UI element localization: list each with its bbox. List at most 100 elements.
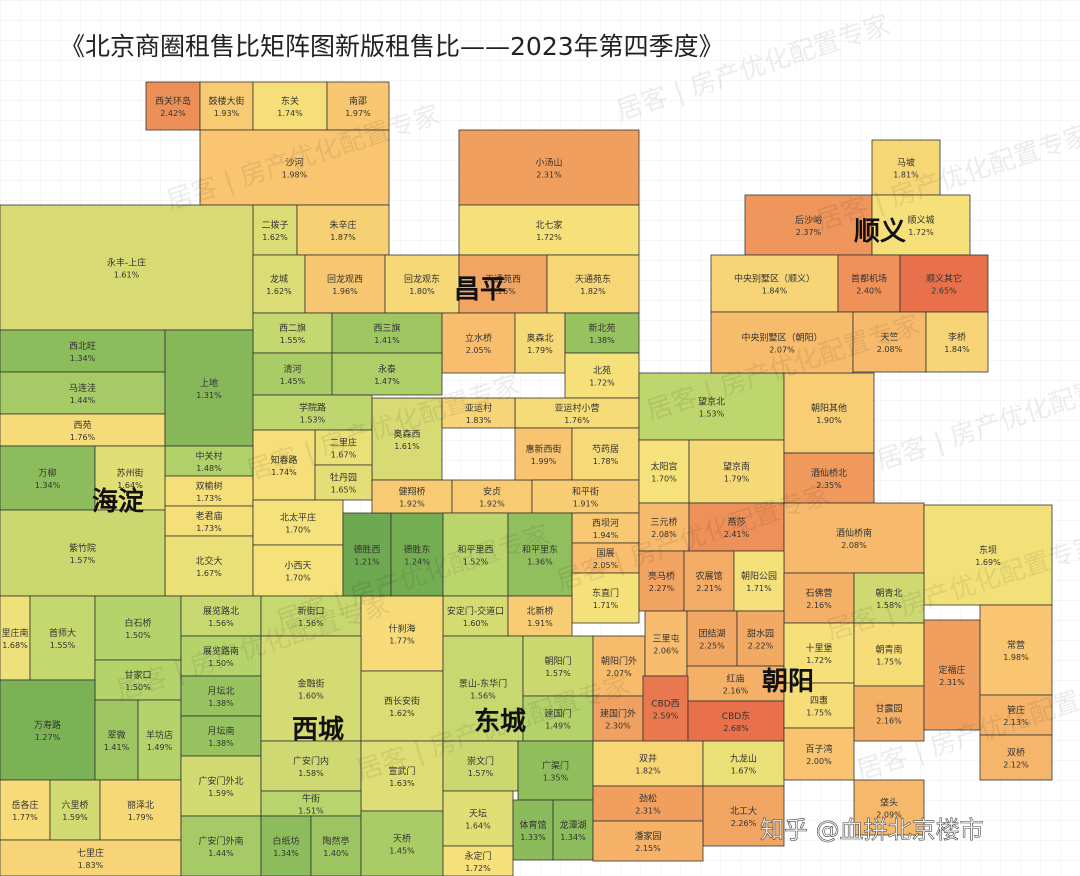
cell-ratio: 1.71%	[593, 601, 619, 610]
cell-name: 广安门外南	[198, 835, 243, 847]
cell	[592, 635, 646, 697]
cell	[852, 311, 927, 373]
cell-ratio: 1.69%	[975, 558, 1001, 567]
cell-ratio: 1.70%	[285, 526, 311, 535]
cell	[783, 452, 875, 504]
cell-name: 万柳	[38, 467, 56, 479]
cell	[871, 139, 941, 196]
cell	[0, 329, 166, 373]
cell-ratio: 2.31%	[939, 678, 965, 687]
cell-ratio: 2.05%	[466, 346, 492, 355]
cell	[180, 635, 262, 677]
cell	[342, 512, 392, 597]
cell-name: 十里堡	[805, 642, 832, 654]
cell-name: 白石桥	[124, 617, 151, 629]
cell	[710, 254, 839, 313]
cell-name: 鼓楼大街	[208, 95, 244, 107]
cell-name: 和平里东	[522, 544, 558, 556]
cell-ratio: 2.05%	[593, 561, 619, 570]
cell-name: 天通苑西	[485, 273, 521, 285]
cell-ratio: 2.00%	[806, 757, 832, 766]
cell	[29, 595, 96, 681]
cell-name: 德胜东	[403, 544, 430, 556]
cell-ratio: 2.13%	[1003, 718, 1029, 727]
cell-ratio: 1.34%	[273, 849, 299, 858]
cell	[252, 204, 298, 256]
cell	[458, 129, 640, 206]
cell	[0, 445, 96, 511]
cell-name: 翠微	[107, 729, 125, 741]
cell	[871, 194, 971, 256]
cell-ratio: 1.34%	[70, 354, 96, 363]
cell	[644, 610, 688, 677]
cell-ratio: 1.82%	[635, 767, 661, 776]
cell-ratio: 1.59%	[208, 789, 234, 798]
cell	[638, 502, 690, 552]
cell-name: 二里庄	[330, 437, 357, 449]
cell	[564, 352, 640, 399]
cell-ratio: 1.21%	[354, 558, 380, 567]
cell	[441, 397, 516, 429]
cell-ratio: 1.68%	[2, 641, 28, 650]
cell	[531, 479, 640, 514]
cell-name: 清河	[283, 363, 301, 375]
cell-ratio: 1.75%	[876, 658, 902, 667]
cell-ratio: 1.82%	[580, 287, 606, 296]
cell-name: 二拨子	[261, 219, 288, 231]
cell-ratio: 1.49%	[545, 722, 571, 731]
cell	[164, 475, 254, 507]
cell	[260, 635, 362, 742]
cell	[252, 394, 373, 431]
cell-ratio: 1.78%	[593, 457, 619, 466]
cell-name: 龙潭湖	[559, 819, 586, 831]
cell	[458, 254, 548, 314]
cell-name: 学院路	[299, 402, 326, 414]
cell-ratio: 1.76%	[70, 433, 96, 442]
cell	[507, 595, 573, 637]
cell-name: 石佛营	[805, 587, 832, 599]
cell-ratio: 1.96%	[332, 287, 358, 296]
cell-name: 后沙峪	[795, 215, 822, 226]
cell-name: 新街口	[297, 605, 324, 617]
cell	[310, 815, 362, 876]
cell-ratio: 1.65%	[331, 486, 357, 495]
cell	[360, 595, 444, 672]
cell-ratio: 1.34%	[35, 481, 61, 490]
cell-name: 东关	[281, 95, 299, 107]
cell-name: 什刹海	[388, 623, 415, 635]
cell	[979, 734, 1053, 781]
cell	[252, 312, 333, 354]
cell	[260, 815, 312, 876]
cell	[783, 502, 925, 574]
cell-name: 李桥	[948, 331, 966, 343]
cell	[546, 254, 640, 314]
cell-name: 百子湾	[805, 743, 832, 755]
cell	[199, 81, 254, 131]
cell-ratio: 1.76%	[564, 416, 590, 425]
title: 《北京商圈租售比矩阵图新版租售比——2023年第四季度》	[60, 32, 724, 61]
cell	[442, 635, 524, 742]
cell-ratio: 1.72%	[806, 656, 832, 665]
cell	[564, 312, 640, 354]
cell-ratio: 2.07%	[769, 346, 795, 355]
cell-ratio: 1.64%	[117, 481, 143, 490]
cell	[979, 604, 1053, 696]
cell-ratio: 1.98%	[1003, 653, 1029, 662]
cell	[783, 372, 875, 454]
cell-name: 奥森西	[393, 428, 420, 440]
cell	[331, 312, 443, 354]
cell-name: 天桥	[393, 833, 411, 845]
cell-name: 广安门外北	[198, 775, 243, 787]
cell-ratio: 1.38%	[208, 699, 234, 708]
cell-name: 小汤山	[535, 158, 562, 169]
cell-name: 团结湖	[698, 628, 725, 640]
cell-ratio: 1.34%	[560, 833, 586, 842]
cell-ratio: 1.57%	[468, 769, 494, 778]
cell-name: 沙河	[285, 157, 303, 169]
cell-ratio: 1.84%	[944, 345, 970, 354]
cell-name: 回龙观西	[327, 273, 363, 285]
cell	[252, 254, 306, 314]
cell	[458, 204, 640, 256]
cell-ratio: 2.35%	[816, 481, 842, 490]
cell-name: 北苑	[593, 365, 611, 377]
